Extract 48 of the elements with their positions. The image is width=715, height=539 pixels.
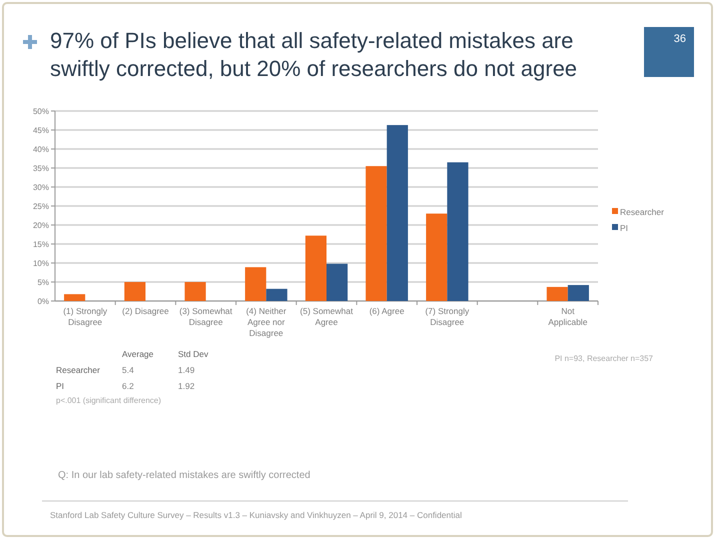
x-tick-label: (3) Somewhat Disagree <box>179 306 233 327</box>
y-tick-label: 50% <box>32 106 49 116</box>
text: Stanford Lab Safety Culture Survey – Results v1.3 – Kuniavsky and Vinkhuyzen – April 9, 2014 – Confidential <box>50 510 462 520</box>
text: PI <box>56 381 64 391</box>
x-tick-label: (1) Strongly Disagree <box>63 306 108 327</box>
x-tick-label: Not Applicable <box>548 306 588 327</box>
y-tick-label: 35% <box>32 164 49 173</box>
text: 36 <box>674 33 686 45</box>
y-tick-label: 20% <box>32 220 49 230</box>
bar <box>366 166 387 301</box>
text: Average <box>122 349 154 359</box>
x-tick-label: (7) Strongly Disagree <box>425 306 470 327</box>
y-tick-label: 30% <box>32 182 49 192</box>
x-tick-label: (4) Neither Agree nor Disagree <box>246 306 286 338</box>
y-tick-label: 40% <box>32 144 49 154</box>
bar <box>245 267 266 301</box>
bar <box>124 282 146 301</box>
bar <box>426 214 448 301</box>
y-tick-label: 15% <box>32 240 49 249</box>
bar <box>64 294 86 301</box>
text: 1.92 <box>178 381 195 391</box>
y-tick-label: 10% <box>32 258 49 268</box>
bar <box>447 162 468 301</box>
text: Std Dev <box>178 349 209 359</box>
legend-label: Researcher <box>620 206 664 217</box>
text: PI n=93, Researcher n=357 <box>554 354 654 363</box>
text: p<.001 (significant difference) <box>56 396 162 405</box>
text: Researcher <box>56 365 100 375</box>
bar <box>184 282 206 301</box>
bar <box>546 286 568 301</box>
text: 1.49 <box>178 365 195 375</box>
bar <box>266 288 288 301</box>
x-tick-label: (5) Somewhat Agree <box>300 306 354 327</box>
text: Q: In our lab safety-related mistakes are swiftly corrected <box>58 470 310 481</box>
y-tick-label: 5% <box>37 278 49 287</box>
y-tick-label: 45% <box>32 126 49 135</box>
text: 5.4 <box>122 365 134 375</box>
y-tick-label: 0% <box>37 296 49 306</box>
bar <box>568 285 589 301</box>
bar <box>386 125 408 301</box>
x-tick-label: (2) Disagree <box>122 306 170 316</box>
legend-label: PI <box>620 222 628 233</box>
y-tick-label: 25% <box>32 202 49 211</box>
bar <box>326 264 348 301</box>
x-tick-label: (6) Agree <box>369 306 405 316</box>
bar <box>305 236 326 301</box>
text: 6.2 <box>122 381 134 391</box>
chart-title: 97% of PIs believe that all safety-related mistakes are swiftly corrected, but 20% of researchers do not agree <box>50 28 578 81</box>
